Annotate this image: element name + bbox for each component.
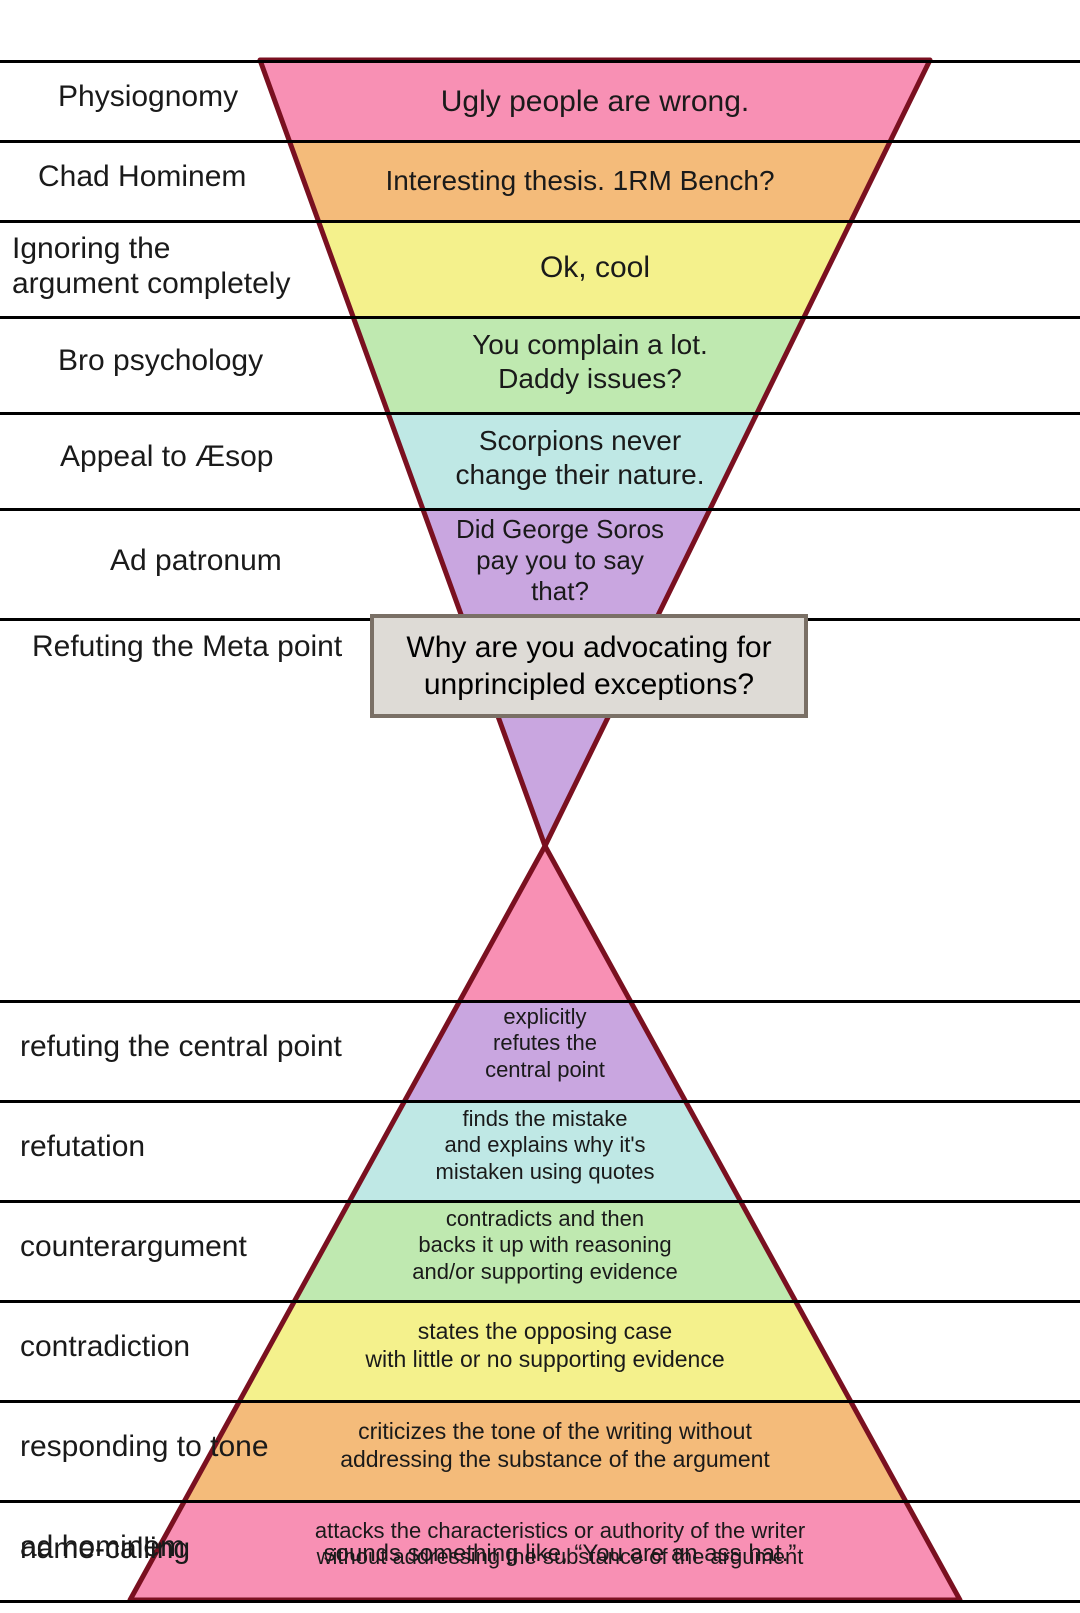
top_rows-desc: Interesting thesis. 1RM Bench? [360, 164, 800, 198]
bottom_rows-label: contradiction [20, 1330, 190, 1365]
bottom_rows-label: responding to tone [20, 1430, 269, 1465]
hourglass-diagram: Physiognomy Ugly people are wrong. Chad Ho… [0, 0, 1080, 1613]
bottom_rows-desc: sounds something like, “You are an ass h… [220, 1540, 900, 1569]
bottom_rows-divider [0, 1100, 1080, 1103]
top_rows-desc: Ugly people are wrong. [385, 84, 805, 120]
bottom_rows-label: refutation [20, 1130, 145, 1165]
top_rows-label: Bro psychology [58, 344, 263, 379]
top_rows-desc: Scorpions never change their nature. [420, 424, 740, 491]
bottom_rows-divider [0, 1500, 1080, 1503]
bottom_rows-label: counterargument [20, 1230, 247, 1265]
top_rows-divider [0, 508, 1080, 511]
top_rows-divider [0, 60, 1080, 63]
top_rows-label: Chad Hominem [38, 160, 246, 195]
bottom_rows-divider [0, 1300, 1080, 1303]
bottom_rows-label: name-calling [20, 1532, 190, 1567]
top_rows-label: Physiognomy [58, 80, 238, 115]
bottom_rows-divider [0, 1600, 1080, 1603]
bottom_rows-desc: states the opposing case with little or … [305, 1318, 785, 1373]
bottom_rows-divider [0, 1000, 1080, 1003]
top_rows-label: Appeal to Æsop [60, 440, 273, 475]
bottom_rows-label: refuting the central point [20, 1030, 342, 1065]
meta-point-box: Why are you advocating for unprincipled … [370, 614, 808, 718]
top_rows-desc: Ok, cool [445, 250, 745, 286]
top_rows-divider [0, 220, 1080, 223]
top_rows-label: Ignoring the argument completely [12, 232, 290, 301]
top_rows-divider [0, 412, 1080, 415]
bottom_rows-divider [0, 1400, 1080, 1403]
top_rows-divider [0, 140, 1080, 143]
bottom_rows-desc: contradicts and then backs it up with re… [355, 1206, 735, 1285]
top_rows-desc: Did George Soros pay you to say that? [420, 514, 700, 608]
top_rows-label: Ad patronum [110, 544, 282, 579]
bottom_rows-desc: criticizes the tone of the writing witho… [275, 1418, 835, 1473]
bottom_rows-desc: explicitly refutes the central point [435, 1004, 655, 1083]
top_rows-divider [0, 316, 1080, 319]
bottom_rows-divider [0, 1200, 1080, 1203]
meta-point-label: Refuting the Meta point [32, 630, 342, 665]
meta-point-text: Why are you advocating for unprincipled … [374, 629, 804, 704]
top_rows-desc: You complain a lot. Daddy issues? [420, 328, 760, 395]
bottom_rows-desc: finds the mistake and explains why it's … [395, 1106, 695, 1185]
